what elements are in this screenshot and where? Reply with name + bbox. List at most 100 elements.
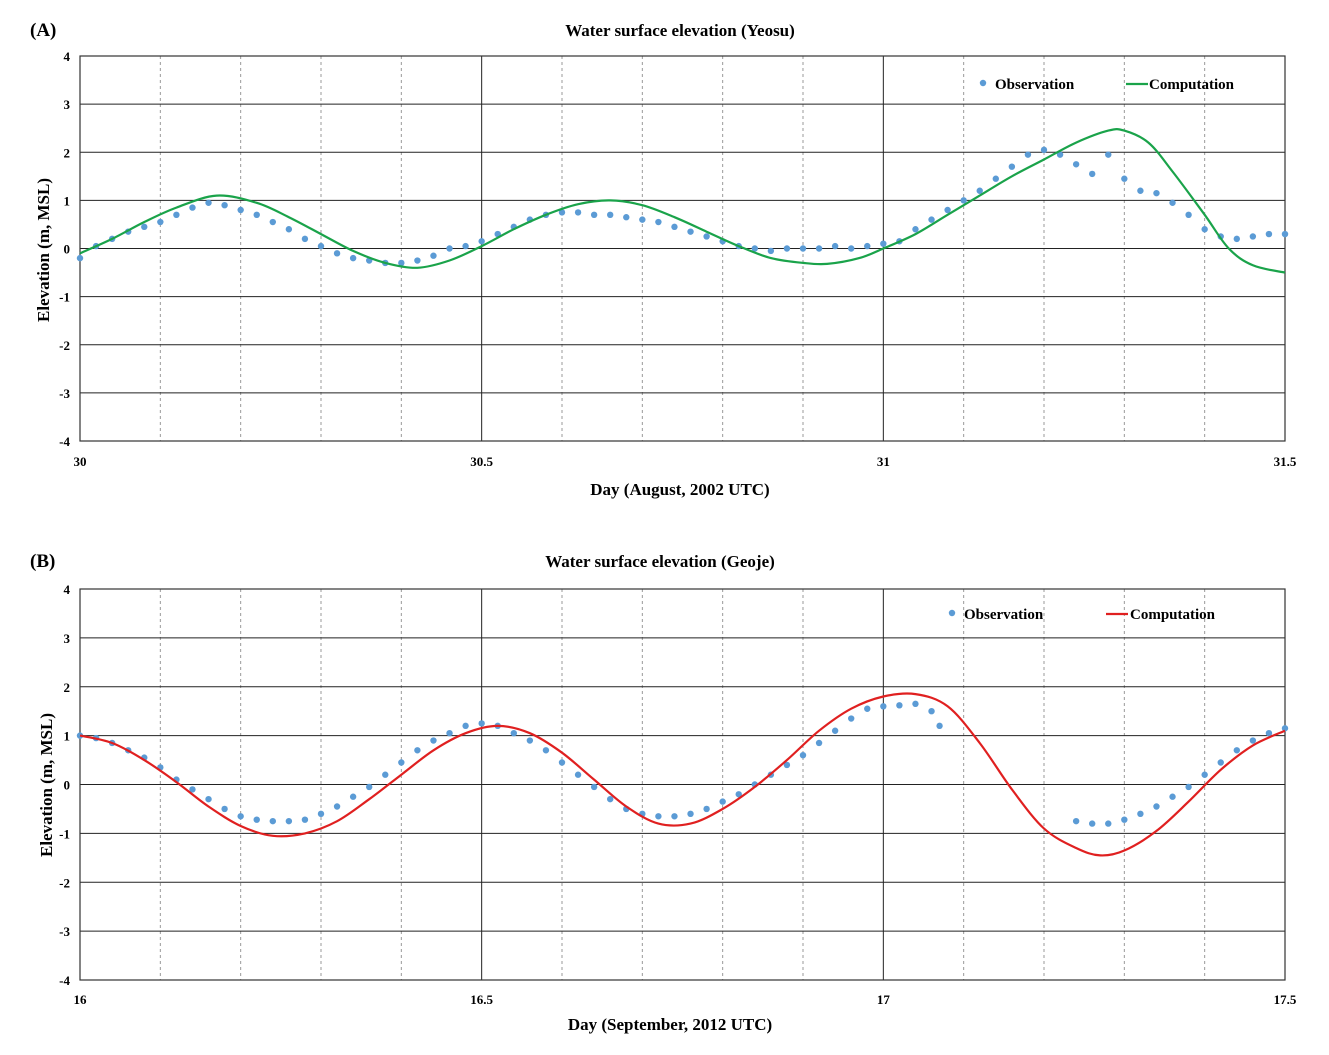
observation-point [687, 810, 694, 818]
observation-point [1281, 725, 1289, 732]
y-tick-label: -4 [59, 434, 70, 449]
observation-point [1153, 189, 1160, 197]
observation-point [558, 209, 566, 216]
y-tick-label: 3 [64, 97, 71, 112]
observation-point [880, 240, 887, 247]
y-tick-label: 0 [64, 778, 71, 793]
observation-point [655, 218, 662, 226]
observation-point [928, 707, 935, 715]
observation-point [1281, 230, 1289, 238]
observation-point [936, 722, 943, 730]
observation-point [237, 813, 244, 820]
observation-point [767, 247, 775, 255]
observation-point [1185, 783, 1192, 791]
observation-point [912, 226, 919, 233]
observation-point [623, 214, 630, 221]
observation-point [1169, 199, 1176, 206]
panel-label-b: (B) [30, 551, 55, 572]
observation-point [574, 771, 582, 778]
observation-point [703, 805, 710, 813]
observation-point [510, 729, 517, 737]
observation-point [671, 813, 678, 820]
observation-point [253, 816, 260, 823]
observation-point [189, 204, 196, 211]
y-tick-label: -2 [59, 338, 70, 353]
observation-point [1265, 230, 1273, 238]
y-tick-label: 2 [64, 145, 71, 160]
observation-point [1024, 151, 1032, 158]
observation-point [703, 233, 710, 240]
y-tick-label: -1 [59, 290, 70, 305]
observation-point [574, 209, 582, 216]
observation-point [671, 223, 678, 231]
observation-point [349, 254, 357, 262]
observation-point [446, 729, 453, 737]
legend-computation-label: Computation [1130, 607, 1216, 623]
observation-point [430, 252, 437, 259]
observation-point [639, 216, 646, 223]
chart-title-a: Water surface elevation (Yeosu) [565, 21, 795, 40]
x-axis-label-a: Day (August, 2002 UTC) [590, 480, 769, 499]
observation-point [655, 813, 662, 820]
observation-point [848, 715, 855, 722]
observation-point [221, 201, 228, 209]
observation-point [880, 703, 887, 710]
observation-point [558, 759, 566, 766]
observation-point [1249, 737, 1257, 744]
y-tick-label: -3 [59, 386, 70, 401]
observation-point [478, 238, 485, 245]
observation-point [221, 805, 228, 813]
y-tick-label: 2 [64, 680, 71, 695]
observation-point [333, 803, 341, 810]
y-axis-label-b: Elevation (m, MSL) [37, 713, 56, 857]
y-tick-label: 4 [64, 49, 71, 64]
observation-point [1201, 771, 1208, 778]
y-tick-label: -4 [59, 973, 70, 988]
observation-point [848, 245, 855, 252]
observation-point [157, 218, 164, 226]
y-tick-label: -2 [59, 875, 70, 890]
observation-point [1185, 211, 1192, 219]
panel-b: (B) Water surface elevation (Geoje) Day … [30, 551, 1297, 1034]
observation-point [960, 197, 967, 204]
legend-observation-label: Observation [964, 607, 1044, 623]
observation-point [430, 737, 437, 744]
observation-point [462, 242, 469, 250]
observation-point [173, 211, 180, 219]
observation-point [462, 722, 469, 730]
observation-point [687, 228, 694, 235]
observation-point [285, 817, 293, 825]
plot-frame [79, 55, 1286, 442]
observation-point [253, 211, 260, 219]
observation-point [301, 235, 309, 243]
y-tick-label: -3 [59, 924, 70, 939]
observation-point [1201, 226, 1208, 233]
legend: Observation Computation [948, 607, 1216, 623]
observation-point [1056, 151, 1064, 158]
observation-point [141, 223, 148, 231]
observation-point [590, 783, 598, 791]
observation-point [398, 759, 405, 766]
observation-point [1105, 820, 1112, 827]
y-axis-label-a: Elevation (m, MSL) [34, 178, 53, 322]
legend-computation-label: Computation [1149, 77, 1235, 93]
observation-point [237, 206, 244, 214]
observation-point [928, 216, 935, 223]
observation-point [269, 218, 276, 226]
observation-point [317, 242, 325, 250]
x-tick-label: 30 [74, 454, 87, 469]
observation-point [1089, 820, 1096, 827]
observation-point [912, 700, 919, 708]
observation-point [1121, 175, 1128, 182]
observation-point [205, 795, 212, 803]
x-axis-label-b: Day (September, 2012 UTC) [568, 1015, 772, 1034]
observation-point [815, 245, 823, 252]
observation-point [799, 751, 807, 759]
observation-point [1153, 803, 1160, 810]
observation-point [414, 257, 421, 264]
observation-point [1008, 163, 1016, 170]
observation-point [189, 786, 196, 793]
observation-point [783, 761, 791, 769]
observation-point [301, 816, 309, 823]
